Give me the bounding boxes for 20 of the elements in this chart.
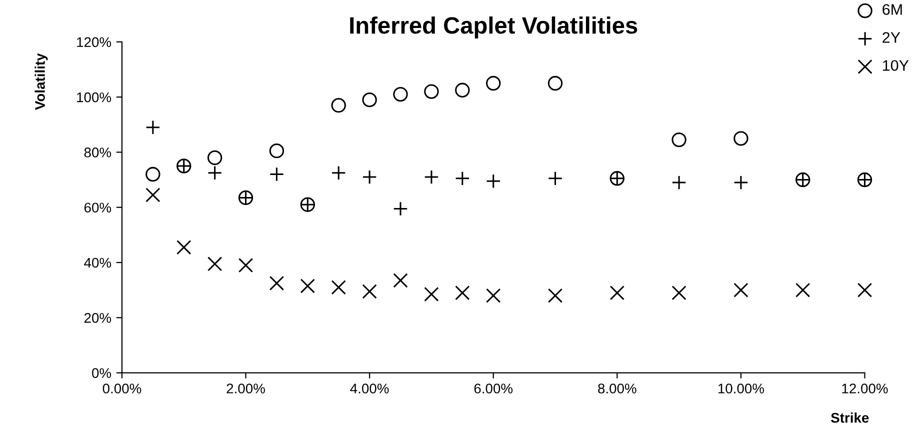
- y-tick-label: 120%: [77, 37, 112, 48]
- legend-label: 10Y: [883, 60, 909, 71]
- x-tick-label: 12.00%: [842, 384, 888, 394]
- x-tick-label: 6.00%: [474, 384, 513, 394]
- y-tick-label: 40%: [84, 258, 112, 268]
- chart-title: Inferred Caplet Volatilities: [350, 16, 638, 38]
- x-tick-label: 10.00%: [718, 384, 764, 394]
- x-tick-label: 4.00%: [350, 384, 389, 394]
- y-tick-label: 0%: [92, 368, 112, 378]
- x-tick-label: 0.00%: [102, 384, 142, 394]
- y-tick-label: 60%: [84, 202, 112, 213]
- y-tick-label: 80%: [84, 148, 112, 158]
- y-tick-label: 100%: [77, 92, 112, 102]
- legend-label: 6M: [882, 4, 902, 15]
- legend-label: 2Y: [882, 32, 900, 43]
- y-tick-label: 20%: [84, 313, 112, 323]
- y-axis-title: Volatility: [34, 53, 48, 110]
- x-tick-label: 2.00%: [226, 384, 265, 394]
- x-axis-title: Strike: [830, 412, 869, 423]
- x-tick-label: 8.00%: [598, 384, 636, 394]
